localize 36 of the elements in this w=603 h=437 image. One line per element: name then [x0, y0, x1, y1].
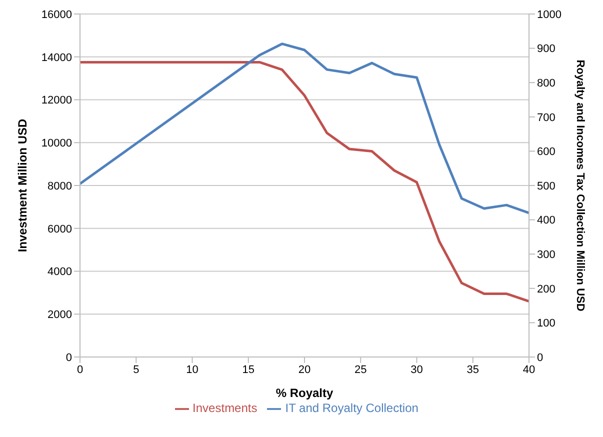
y2-tick-label: 0	[537, 352, 544, 364]
y-tick-label: 10000	[41, 138, 72, 150]
y2-tick-label: 100	[537, 318, 556, 330]
y-tick-label: 8000	[48, 180, 72, 192]
y-tick-label: 16000	[41, 8, 72, 21]
y2-tick-label: 600	[537, 146, 556, 158]
y-tick-label: 6000	[48, 223, 72, 236]
y-axis-title: Investment Million USD	[15, 118, 30, 252]
x-axis-title: % Royalty	[276, 386, 334, 400]
x-tick-label: 20	[298, 364, 311, 376]
x-tick-label: 30	[410, 364, 423, 376]
x-tick-label: 25	[354, 364, 367, 376]
line-series	[80, 60, 529, 303]
legend-label: Investments	[192, 401, 258, 415]
y2-tick-label: 500	[537, 180, 556, 192]
y-tick-label: 12000	[41, 94, 72, 107]
y2-tick-label: 1000	[537, 8, 562, 21]
x-tick-label: 5	[133, 364, 140, 376]
x-tick-label: 10	[186, 364, 198, 376]
x-tick-label: 0	[76, 364, 84, 376]
y2-tick-label: 300	[537, 249, 556, 262]
y2-axis-title: Royalty and Incomes Tax Collection Million USD	[574, 60, 586, 312]
y2-tick-label: 700	[537, 112, 556, 124]
y-tick-label: 2000	[48, 309, 72, 322]
y-tick-label: 0	[66, 352, 72, 364]
x-tick-label: 40	[522, 364, 536, 376]
x-tick-label: 15	[242, 364, 254, 376]
legend-label: IT and Royalty Collection	[285, 401, 418, 415]
x-tick-label: 35	[466, 364, 479, 376]
y2-tick-label: 900	[537, 43, 556, 56]
y2-tick-label: 400	[537, 214, 556, 227]
y-tick-label: 14000	[41, 52, 72, 64]
line-series	[80, 42, 529, 214]
y2-tick-label: 200	[537, 283, 556, 296]
y2-tick-label: 800	[537, 78, 556, 90]
y-tick-label: 4000	[48, 266, 72, 278]
